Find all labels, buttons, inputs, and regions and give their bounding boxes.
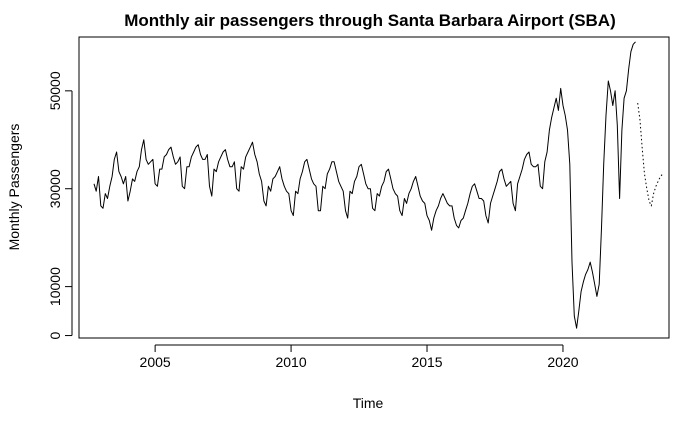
y-axis: 0 10000 30000 50000 bbox=[47, 71, 73, 339]
observed-series-line bbox=[93, 41, 636, 329]
forecast-series-line bbox=[637, 103, 664, 207]
chart-title: Monthly air passengers through Santa Bar… bbox=[124, 11, 616, 30]
y-tick-label: 10000 bbox=[47, 267, 63, 306]
y-tick-label: 50000 bbox=[47, 71, 63, 110]
plot-area bbox=[78, 36, 670, 339]
x-tick-label: 2005 bbox=[140, 354, 171, 370]
x-tick-label: 2015 bbox=[411, 354, 442, 370]
x-axis-label: Time bbox=[353, 395, 384, 411]
y-tick-label: 30000 bbox=[47, 169, 63, 208]
y-tick-label: 0 bbox=[47, 331, 63, 339]
x-tick-label: 2020 bbox=[547, 354, 578, 370]
x-axis: 2005 2010 2015 2020 bbox=[140, 344, 579, 370]
series-group bbox=[93, 41, 664, 329]
x-tick-label: 2010 bbox=[275, 354, 306, 370]
y-axis-label: Monthly Passengers bbox=[6, 124, 22, 251]
